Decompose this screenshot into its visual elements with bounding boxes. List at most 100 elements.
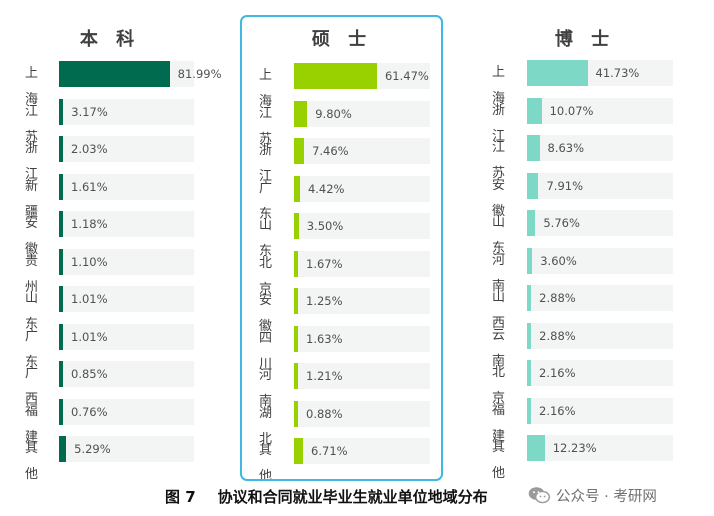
category-label: 北京 (492, 365, 506, 406)
bar (527, 172, 539, 199)
category-label: 山东 (259, 218, 273, 259)
category-label: 上海 (492, 65, 506, 106)
panel-title: 博 士 (554, 29, 616, 50)
bar (59, 361, 63, 387)
category-label: 河南 (492, 252, 506, 294)
bar (59, 286, 63, 312)
bar-track (59, 323, 194, 350)
bar-track (59, 436, 194, 462)
value-label: 3.17% (71, 104, 108, 119)
bar (294, 438, 304, 464)
bar-track (294, 250, 430, 277)
bar-track (527, 360, 673, 386)
value-label: 3.50% (306, 219, 344, 233)
bar (527, 360, 531, 386)
bar (59, 436, 67, 462)
bar-track (527, 172, 673, 199)
bar (294, 213, 299, 239)
panel-title: 硕 士 (311, 29, 373, 50)
value-label: 41.73% (595, 66, 640, 80)
value-label: 2.03% (71, 142, 108, 156)
bar-track (294, 438, 430, 464)
figure-number: 图 7 (165, 488, 196, 506)
category-label: 安徽 (25, 216, 39, 257)
category-label: 福建 (492, 402, 506, 444)
bar (527, 397, 531, 424)
value-label: 1.18% (71, 217, 108, 231)
category-label: 湖北 (259, 405, 273, 447)
bar (294, 250, 298, 277)
category-label: 新疆 (25, 178, 39, 220)
bar (294, 175, 300, 202)
value-label: 1.01% (71, 292, 108, 306)
bar (294, 400, 298, 427)
category-label: 安徽 (492, 177, 506, 219)
value-label: 6.71% (311, 444, 348, 458)
bar-track (527, 210, 673, 236)
figure-caption-text: 协议和合同就业毕业生就业单位地域分布 (217, 488, 488, 506)
value-label: 0.76% (71, 404, 108, 419)
bar-track (59, 173, 194, 200)
category-label: 广东 (25, 328, 39, 370)
category-label: 上海 (259, 68, 273, 109)
bar-track (527, 322, 673, 349)
value-label: 1.67% (306, 256, 343, 271)
bar (527, 97, 542, 124)
value-label: 0.85% (71, 367, 108, 381)
value-label: 2.16% (539, 366, 576, 380)
category-label: 山西 (492, 290, 506, 331)
category-label: 云南 (492, 327, 506, 369)
category-label: 浙江 (492, 102, 506, 144)
bar-track (527, 135, 673, 161)
value-label: 3.60% (540, 253, 577, 268)
value-label: 5.76% (543, 216, 580, 230)
highlight-frame (240, 15, 443, 481)
value-label: 8.63% (547, 141, 585, 155)
bar-track (59, 286, 194, 312)
value-label: 61.47% (384, 69, 429, 83)
bar-track (527, 247, 673, 274)
value-label: 1.61% (71, 179, 108, 194)
value-label: 1.63% (306, 331, 343, 346)
bar-track (59, 136, 194, 162)
bar (59, 98, 64, 125)
value-label: 1.21% (306, 369, 343, 383)
value-label: 9.80% (315, 106, 352, 121)
bar (527, 322, 532, 349)
bar (294, 288, 298, 314)
bar-track (294, 138, 430, 164)
category-label: 山东 (25, 291, 39, 332)
bar-track (294, 325, 430, 352)
panel-title: 本 科 (79, 29, 141, 50)
bar-track (527, 97, 673, 124)
watermark: 公众号 · 考研网 (528, 482, 657, 508)
value-label: 4.42% (307, 181, 345, 196)
bar-track (294, 175, 430, 202)
bar (294, 100, 308, 127)
bar (59, 211, 63, 237)
bar (527, 285, 532, 311)
bar-track (59, 98, 194, 125)
category-label: 四川 (259, 330, 273, 372)
category-label: 江苏 (492, 140, 506, 181)
bar-track (59, 248, 194, 275)
category-label: 其他 (492, 440, 506, 481)
bar (527, 210, 536, 236)
category-label: 安徽 (259, 293, 273, 334)
bar-track (527, 435, 673, 461)
category-label: 广东 (259, 180, 273, 222)
bar (527, 135, 540, 161)
bar (294, 325, 298, 352)
bar (59, 173, 63, 200)
category-label: 山东 (492, 215, 506, 256)
wechat-icon (528, 487, 550, 504)
category-label: 河南 (259, 368, 273, 409)
value-label: 2.88% (539, 291, 576, 305)
bar-track (294, 400, 430, 427)
value-label: 2.88% (539, 328, 576, 343)
bar-track (527, 285, 673, 311)
bar (527, 247, 533, 274)
category-label: 贵州 (25, 253, 39, 295)
value-label: 81.99% (177, 67, 222, 81)
value-label: 0.88% (306, 406, 343, 421)
